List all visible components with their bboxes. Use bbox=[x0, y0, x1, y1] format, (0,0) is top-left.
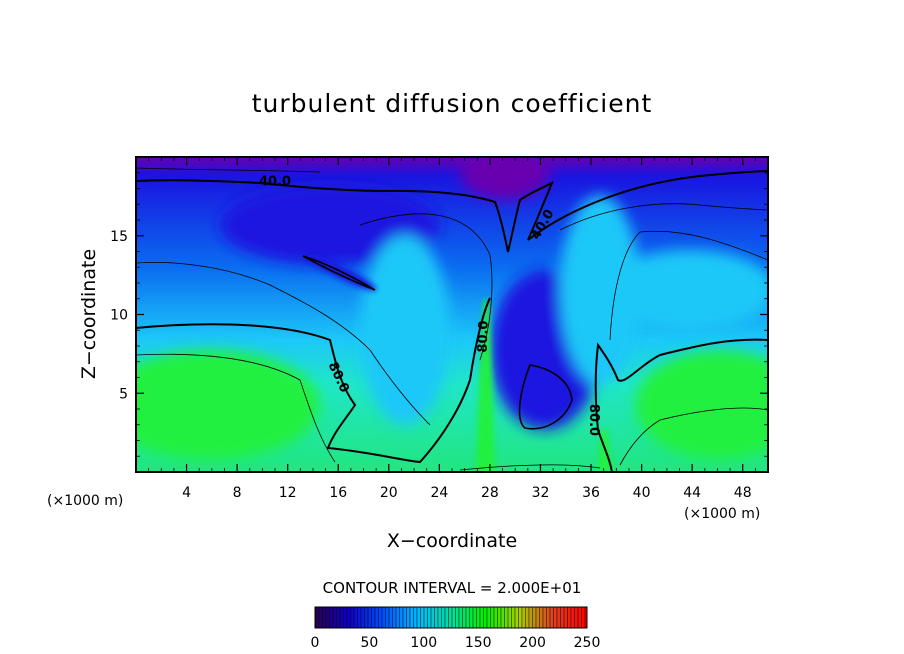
colorbar-tick-labels: 0 50 100 150 200 250 bbox=[311, 635, 601, 651]
y-tick-label: 5 bbox=[119, 386, 128, 402]
contour-lines bbox=[136, 167, 768, 472]
y-axis-ticks: 5 10 15 bbox=[110, 172, 768, 457]
x-axis-unit-left: (×1000 m) bbox=[47, 493, 123, 509]
x-axis-ticks: 4 8 12 16 20 24 28 32 36 40 44 48 bbox=[148, 157, 756, 501]
contour-80-left bbox=[136, 297, 491, 464]
top-peak bbox=[460, 157, 550, 200]
contour-thin-4 bbox=[619, 407, 768, 466]
y-axis-label: Z−coordinate bbox=[78, 249, 100, 379]
x-axis-unit-right: (×1000 m) bbox=[684, 506, 760, 522]
contour-thin-1 bbox=[136, 262, 431, 426]
x-axis-label: X−coordinate bbox=[387, 530, 517, 552]
contour-label: 80.0 bbox=[476, 320, 492, 353]
plot-area: 40.040.080.080.080.0 bbox=[136, 157, 768, 472]
contour-thin-2 bbox=[136, 353, 336, 463]
y-tick-label: 10 bbox=[110, 308, 128, 324]
light-plume-right bbox=[560, 195, 640, 385]
colorbar-tick-label: 0 bbox=[311, 635, 320, 651]
x-tick-label: 28 bbox=[481, 485, 499, 501]
contour-label: 40.0 bbox=[259, 175, 291, 190]
x-tick-label: 8 bbox=[233, 485, 242, 501]
colorbar-frame bbox=[314, 606, 588, 629]
field-soft-regions bbox=[136, 157, 768, 460]
x-tick-label: 36 bbox=[582, 485, 600, 501]
x-tick-label: 48 bbox=[734, 485, 752, 501]
colorbar-lines bbox=[315, 607, 587, 628]
contour-sliver bbox=[302, 255, 376, 291]
x-tick-label: 20 bbox=[380, 485, 398, 501]
contour-80-core bbox=[518, 364, 573, 430]
light-plume-left bbox=[360, 235, 450, 425]
contour-40-top bbox=[136, 170, 768, 253]
light-region-right bbox=[605, 250, 768, 330]
colorbar-tick-label: 250 bbox=[574, 635, 601, 651]
x-tick-label: 44 bbox=[683, 485, 701, 501]
contour-thin-3 bbox=[609, 230, 768, 341]
x-tick-label: 24 bbox=[430, 485, 448, 501]
x-tick-label: 40 bbox=[633, 485, 651, 501]
contour-thin-7 bbox=[136, 167, 321, 173]
colorbar-tick-label: 100 bbox=[410, 635, 437, 651]
contour-thin-6 bbox=[559, 203, 768, 231]
contour-label: 80.0 bbox=[586, 404, 601, 436]
x-tick-label: 16 bbox=[329, 485, 347, 501]
contour-interval: CONTOUR INTERVAL = 2.000E+01 bbox=[323, 579, 582, 597]
green-core-right bbox=[635, 350, 768, 460]
colorbar-tick-label: 200 bbox=[519, 635, 546, 651]
contour-thin-8 bbox=[459, 464, 601, 471]
chart-title: turbulent diffusion coefficient bbox=[252, 89, 653, 118]
x-tick-label: 32 bbox=[532, 485, 550, 501]
green-column-left bbox=[476, 300, 495, 472]
x-tick-label: 4 bbox=[182, 485, 191, 501]
x-tick-label: 12 bbox=[279, 485, 297, 501]
contour-thin-5 bbox=[359, 213, 493, 361]
green-core-left bbox=[136, 350, 320, 460]
colorbar-tick-label: 150 bbox=[465, 635, 492, 651]
y-tick-label: 15 bbox=[110, 229, 128, 245]
contour-80-right bbox=[594, 338, 768, 472]
colorbar-tick-label: 50 bbox=[360, 635, 378, 651]
